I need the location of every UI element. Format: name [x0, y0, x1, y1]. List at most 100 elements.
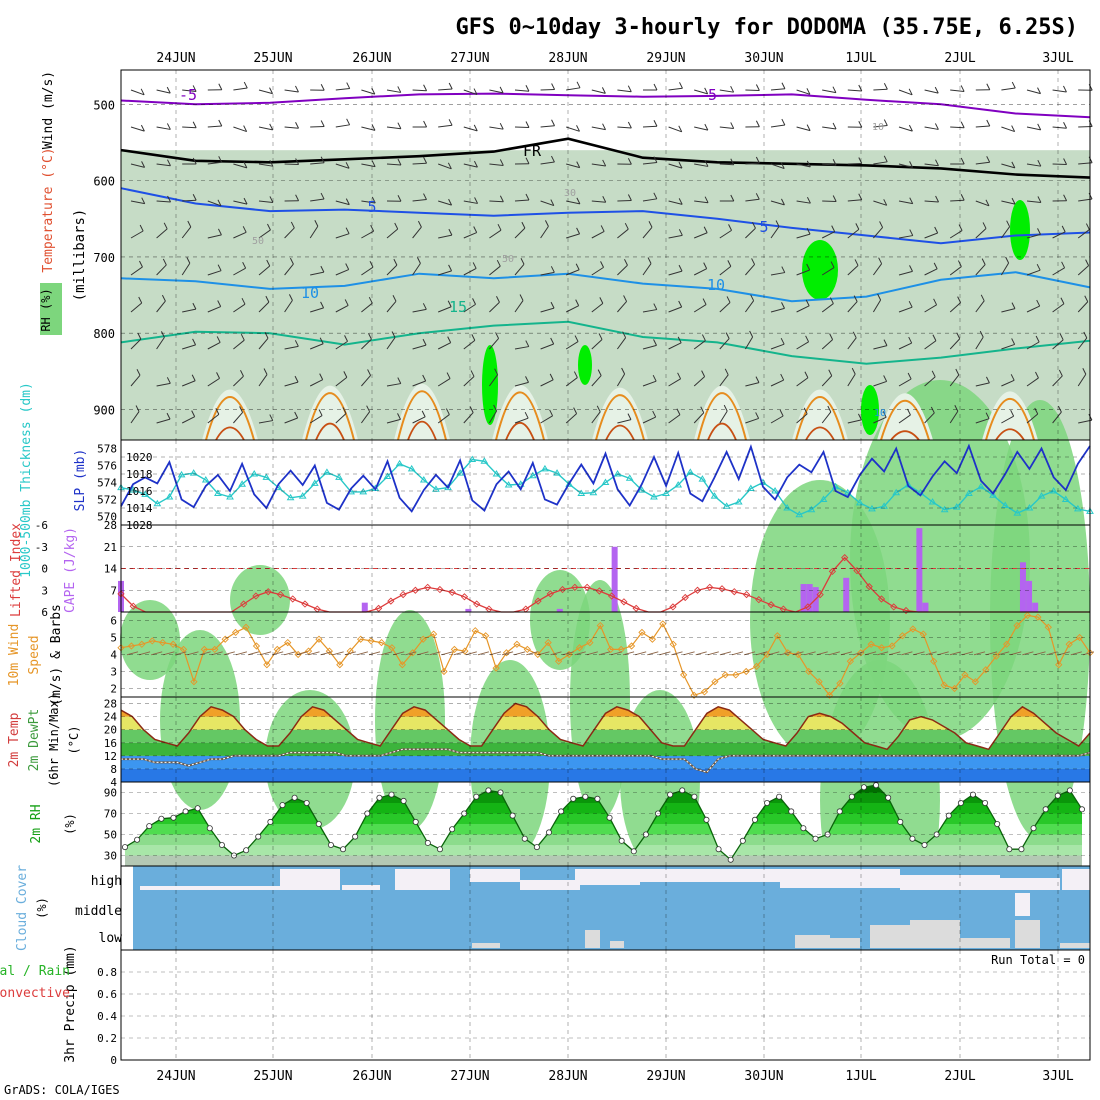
wind-barb — [924, 200, 939, 203]
wind-barb-flag — [1061, 261, 1066, 269]
thickness-marker — [843, 488, 852, 496]
rh-marker — [218, 842, 225, 849]
isotherm-20 — [205, 396, 255, 441]
wind-barb — [1026, 200, 1041, 203]
rh-tick-label: 70 — [104, 808, 117, 821]
wind-barb-flag — [192, 121, 197, 128]
wind-speed-marker — [1075, 633, 1084, 642]
thickness-marker — [855, 498, 864, 506]
wind-barb — [898, 342, 912, 350]
cape-tick-label: 21 — [104, 541, 117, 554]
wind-barb — [566, 87, 581, 91]
wind-barb — [950, 89, 965, 92]
wind-speed-marker — [138, 640, 146, 648]
wind-barb-flag — [525, 84, 530, 92]
wind-barb-10m — [998, 651, 1010, 656]
slp-tick-label: 1020 — [126, 451, 153, 464]
wind-barb-flag — [805, 335, 810, 343]
thickness-marker — [1061, 495, 1070, 502]
wind-barb-flag — [524, 411, 529, 419]
wind-barb — [360, 411, 371, 424]
wind-barb-10m — [308, 651, 320, 656]
rh-band — [125, 845, 1082, 856]
wind-barb — [796, 89, 811, 95]
cape-bar — [1019, 562, 1026, 612]
cloud-tick-label: high — [91, 874, 122, 889]
contour-label: 10 — [872, 122, 884, 133]
wind-speed-marker — [534, 650, 542, 659]
wind-barb-flag — [520, 258, 525, 265]
wind-barb — [872, 299, 882, 313]
wind-barb — [463, 339, 476, 350]
wind-barb-flag — [496, 296, 500, 303]
contour-label: FR — [523, 142, 542, 160]
wind-barb-flag — [1063, 85, 1067, 93]
wind-barb-flag — [397, 413, 401, 420]
wind-barb — [642, 162, 657, 165]
thickness-marker — [1049, 487, 1058, 494]
wind-barb — [770, 307, 785, 313]
wind-barb-flag — [269, 196, 274, 203]
thickness-marker — [189, 469, 198, 476]
wind-barb — [873, 161, 888, 165]
rh-marker — [885, 794, 892, 801]
wind-barb-flag — [883, 119, 888, 126]
rh-marker — [764, 800, 771, 807]
panel-frame-7 — [120, 949, 1091, 1061]
wind-speed-marker — [867, 640, 875, 648]
wind-barb-10m — [356, 651, 369, 656]
rh-marker — [545, 829, 552, 836]
wind-barb-flag — [700, 406, 705, 413]
wind-barb — [284, 227, 295, 239]
pressure-tick-label: 600 — [93, 175, 115, 189]
rh-marker — [860, 784, 867, 791]
rh-marker — [146, 823, 153, 830]
wind-barb — [335, 233, 350, 239]
isotherm-25 — [215, 426, 245, 441]
wind-barb — [489, 200, 504, 203]
wind-barb — [719, 374, 729, 387]
wind-speed-marker — [336, 661, 344, 669]
wind-barb-flag — [883, 339, 888, 346]
wind-barb-flag — [397, 86, 402, 93]
wind-barb-flag — [217, 264, 222, 271]
wind-barb-flag — [243, 197, 248, 205]
wind-barb-flag — [755, 84, 760, 91]
wind-barb — [386, 383, 401, 387]
wind-barb — [668, 234, 683, 239]
wind-barb-flag — [909, 197, 914, 204]
wind-barb-flag — [141, 161, 146, 168]
thickness-marker — [480, 457, 489, 464]
wind-barb-flag — [1011, 125, 1016, 132]
rh-marker — [788, 808, 795, 815]
wind-barb — [950, 126, 965, 129]
lifted-index-marker — [460, 593, 469, 601]
wind-barb — [412, 344, 427, 350]
wind-barb — [591, 266, 604, 276]
wind-barb — [233, 231, 247, 239]
thickness-marker — [674, 481, 683, 488]
wind-barb-flag — [191, 410, 196, 417]
wind-barb-flag — [701, 334, 706, 341]
cloud-gap-high — [900, 875, 1000, 890]
wind-barb — [898, 163, 913, 168]
wind-barb — [284, 126, 299, 129]
wind-barb — [284, 345, 299, 350]
rh-marker — [1042, 806, 1049, 813]
wind-barb-flag — [141, 197, 146, 204]
thickness-tick-label: 572 — [97, 494, 117, 507]
thickness-marker — [129, 486, 137, 493]
wind-barb — [924, 126, 939, 130]
lifted-index-marker — [289, 595, 297, 603]
wind-barb — [386, 300, 397, 313]
wind-barb — [975, 264, 986, 276]
wind-barb — [438, 270, 452, 276]
top-date-label: 26JUN — [352, 51, 391, 66]
wind-barb-flag — [525, 193, 530, 201]
wind-barb-flag — [956, 332, 961, 339]
wind-barb-flag — [421, 410, 426, 418]
wind-barb — [438, 124, 453, 128]
wind-speed-marker — [325, 647, 334, 655]
wind-barb-flag — [394, 222, 399, 230]
wind-barb-flag — [832, 86, 837, 93]
